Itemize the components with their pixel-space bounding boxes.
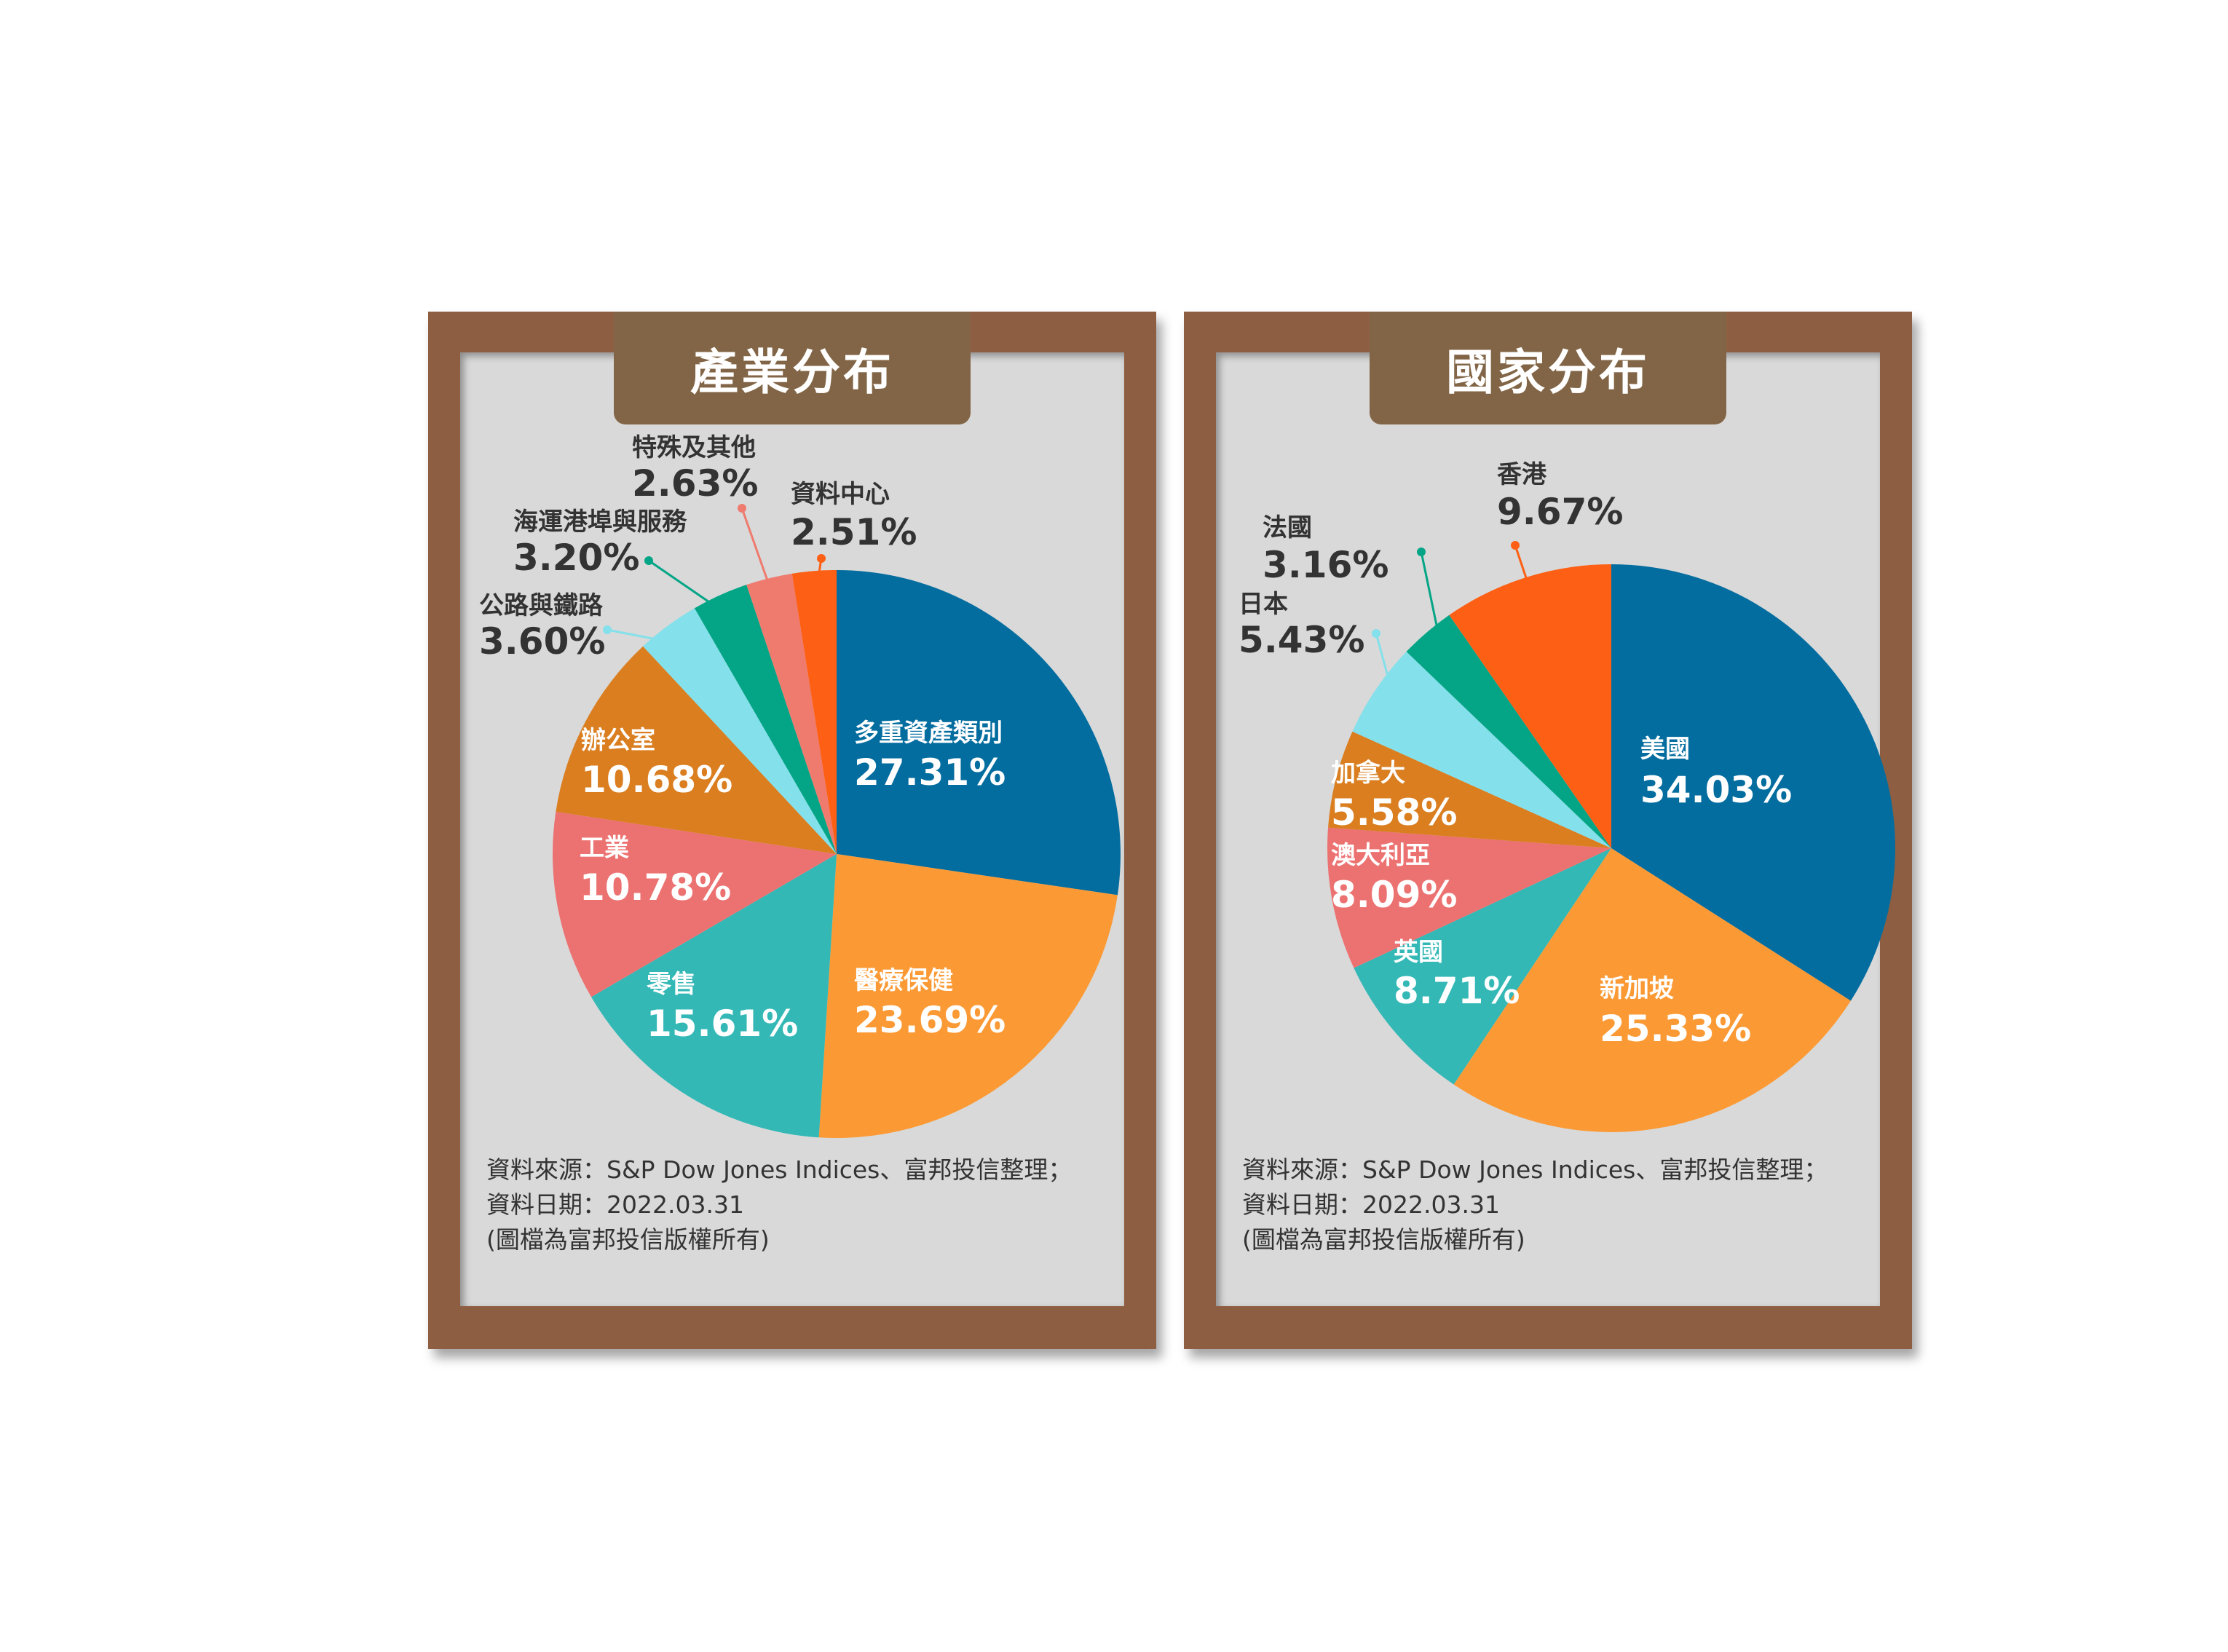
leader-line xyxy=(815,558,823,594)
slice-name-label: 零售 xyxy=(647,970,696,999)
slice-name-label: 美國 xyxy=(1640,735,1690,764)
slice-value-label: 8.71% xyxy=(1394,970,1520,1012)
pie-slice xyxy=(1453,848,1851,1133)
date-line: 資料日期：2022.03.31 xyxy=(1242,1190,1500,1219)
pie-slice xyxy=(837,570,1121,896)
slice-value-label: 25.33% xyxy=(1600,1008,1751,1050)
pie-slice xyxy=(1611,564,1895,1001)
leader-dot xyxy=(1511,541,1520,550)
pie-slice xyxy=(552,811,837,997)
slice-value-label: 3.16% xyxy=(1263,544,1388,586)
panel-title: 產業分布 xyxy=(614,312,971,424)
leader-line xyxy=(1420,551,1443,650)
pie-slice xyxy=(556,646,837,854)
leader-dot xyxy=(1372,629,1380,638)
slice-name-label: 新加坡 xyxy=(1600,974,1674,1003)
slice-value-label: 9.67% xyxy=(1497,491,1623,533)
leader-line xyxy=(740,507,776,601)
leader-dot xyxy=(644,556,653,565)
slice-value-label: 5.58% xyxy=(1331,791,1457,834)
pie-slice xyxy=(1406,614,1611,848)
leader-dot xyxy=(738,504,746,513)
source-note: 資料來源：S&P Dow Jones Indices、富邦投信整理； 資料日期：… xyxy=(1242,1153,1883,1257)
slice-value-label: 8.09% xyxy=(1331,874,1457,916)
source-note: 資料來源：S&P Dow Jones Indices、富邦投信整理； 資料日期：… xyxy=(486,1153,1127,1257)
pie-slice xyxy=(1327,827,1611,968)
slice-name-label: 加拿大 xyxy=(1331,759,1405,788)
slice-name-label: 特殊及其他 xyxy=(632,433,756,462)
slice-value-label: 3.60% xyxy=(479,620,605,663)
slice-name-label: 香港 xyxy=(1497,460,1547,489)
country-pie-chart: 美國 34.03% 新加坡 25.33% 英國 8.71% 澳大利亞 8.09% 加拿大 5.58… xyxy=(1239,460,1895,1133)
copyright-line: (圖檔為富邦投信版權所有) xyxy=(1242,1225,1525,1254)
slice-name-label: 日本 xyxy=(1239,590,1288,619)
pie-slice xyxy=(818,854,1118,1139)
leader-line xyxy=(1375,633,1397,703)
leader-dot xyxy=(817,554,826,563)
pie-slice xyxy=(591,854,837,1138)
slice-value-label: 23.69% xyxy=(854,999,1006,1041)
slice-name-label: 海運港埠與服務 xyxy=(513,507,687,537)
industry-pie-chart: 多重資產類別 27.31% 醫療保健 23.69% 零售 15.61% 工業 10.78% 辦公… xyxy=(479,433,1121,1139)
slice-name-label: 英國 xyxy=(1394,938,1443,967)
leader-line xyxy=(607,628,682,646)
slice-value-label: 5.43% xyxy=(1239,619,1364,661)
pie-slice xyxy=(746,573,837,854)
country-panel: 國家分布 美國 34.03% 新加坡 25.33% 英國 8.71% 澳大利亞 8.09% 加拿… xyxy=(1184,312,1912,1349)
slice-name-label: 多重資產類別 xyxy=(854,719,1003,748)
leader-line xyxy=(1514,545,1535,600)
pie-slice xyxy=(791,570,837,854)
pie-slice xyxy=(1352,652,1611,848)
slice-value-label: 34.03% xyxy=(1640,769,1792,811)
slice-value-label: 10.68% xyxy=(581,759,732,801)
pie-slice xyxy=(1354,848,1611,1085)
slice-value-label: 2.63% xyxy=(632,462,758,505)
slice-name-label: 公路與鐵路 xyxy=(479,591,604,620)
pie-slice xyxy=(1328,731,1611,848)
leader-dot xyxy=(603,625,612,634)
pie-slice xyxy=(643,608,837,854)
slice-name-label: 辦公室 xyxy=(581,726,655,755)
copyright-line: (圖檔為富邦投信版權所有) xyxy=(486,1225,770,1254)
slice-value-label: 10.78% xyxy=(580,866,731,909)
slice-value-label: 2.51% xyxy=(791,511,917,553)
slice-name-label: 工業 xyxy=(580,834,629,863)
panel-title: 國家分布 xyxy=(1370,312,1726,424)
slice-name-label: 澳大利亞 xyxy=(1331,841,1430,870)
slice-value-label: 15.61% xyxy=(647,1003,798,1045)
date-line: 資料日期：2022.03.31 xyxy=(486,1190,744,1219)
source-line: 資料來源：S&P Dow Jones Indices、富邦投信整理； xyxy=(1242,1155,1828,1184)
slice-value-label: 3.20% xyxy=(513,537,639,579)
source-line: 資料來源：S&P Dow Jones Indices、富邦投信整理； xyxy=(486,1155,1072,1184)
leader-line xyxy=(648,559,730,617)
slice-value-label: 27.31% xyxy=(854,751,1006,794)
pie-slice xyxy=(694,585,837,854)
leader-dot xyxy=(1417,548,1426,556)
slice-name-label: 資料中心 xyxy=(791,480,890,509)
industry-panel: 產業分布 多重資產類別 27.31% 醫療保健 23.69% 零售 15.61% 工業 10.… xyxy=(428,312,1156,1349)
pie-slice xyxy=(1449,564,1611,848)
slice-name-label: 法國 xyxy=(1263,513,1312,542)
slice-name-label: 醫療保健 xyxy=(854,966,953,995)
